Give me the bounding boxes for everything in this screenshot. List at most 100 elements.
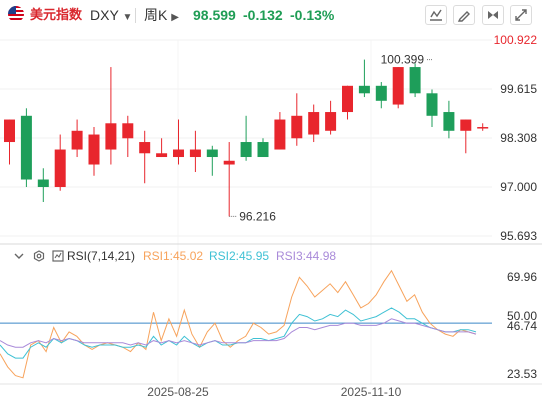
chart-icon [52,248,64,268]
candle-body [375,85,387,101]
y-tick-label: 95.693 [500,229,537,243]
candle [274,112,286,150]
candle-body [443,112,455,131]
candle [342,85,353,120]
candle [206,145,218,176]
candle [71,119,83,158]
candle-body [358,85,370,94]
fullscreen-button[interactable] [510,5,532,25]
candle-body [71,130,83,150]
candle-body [240,142,252,158]
x-tick-label: 2025-08-25 [147,385,209,399]
candle [173,119,184,165]
price-change-percent: -0.13% [290,7,335,23]
instrument-code-selector[interactable]: DXY ▼ [90,0,132,31]
candle [426,89,438,128]
candle-body [291,115,303,139]
candle [88,127,100,176]
candle [54,134,66,191]
indicator-icon [429,9,442,21]
rsi-label[interactable]: RSI(7,14,21) [67,249,136,263]
candle-body [37,179,49,188]
indicator-button[interactable] [424,5,447,25]
x-axis-labels: 2025-08-25 2025-11-10 [147,385,401,399]
candle [477,123,489,131]
candle-body [257,142,269,158]
candle [325,100,337,135]
grid-lines [0,39,492,384]
rsi-y-tick-label: 50.00 [507,309,537,323]
rsi-y-tick-label: 69.96 [507,270,537,284]
pencil-icon [457,11,471,22]
candle [20,108,32,188]
rsi-y-tick-label: 23.53 [507,367,537,381]
candle-body [223,160,235,165]
rsi1-value: RSI1:45.02 [143,249,204,263]
candle [257,138,269,158]
candle [37,168,49,203]
period-selector[interactable]: 周K ▶ [144,0,179,31]
quote-header: 美元指数 DXY ▼ 周K ▶ 98.599 -0.132 -0.13% [0,0,542,31]
candle [105,67,117,165]
collapse-icon[interactable] [13,248,25,268]
candle-body [426,93,438,116]
candle [139,130,151,184]
rsi-lines [0,269,492,379]
annotation-label: 96.216 [239,209,276,223]
candle-body [54,149,66,188]
candle [375,82,387,109]
y-tick-label: 97.000 [500,180,537,194]
compare-icon [487,11,498,19]
candle-body [325,112,337,131]
chart-toolbar [423,5,532,27]
rsi-y-tick-label: 46.74 [507,319,537,333]
candle-body [4,119,15,143]
candle [358,59,370,98]
us-flag-icon [8,6,24,22]
candle [122,115,134,158]
candles [4,59,489,217]
rsi3-value: RSI3:44.98 [276,249,337,263]
y-tick-label: 99.615 [500,82,537,96]
candle-body [189,149,201,158]
candle [223,142,235,217]
candle [156,138,168,158]
candle-body [477,127,489,129]
candle [443,100,455,139]
candle [291,93,303,146]
y-tick-label: 100.922 [494,33,538,47]
annotations: 100.399 96.216 [229,53,432,223]
candle [460,119,472,154]
x-tick-label: 2025-11-10 [341,385,402,399]
price-change: -0.132 [243,7,283,23]
candle [392,67,404,109]
candle-body [460,119,472,131]
candle-body [20,115,32,180]
header-divider [135,8,136,23]
candle [409,63,421,98]
chevron-right-icon: ▶ [171,12,179,23]
candle [308,104,320,143]
candle-body [105,123,117,150]
candle-body [206,149,218,158]
expand-icon [515,9,527,21]
draw-button[interactable] [453,5,476,25]
settings-icon[interactable] [33,248,45,268]
candle-body [88,134,100,165]
candle [4,119,15,165]
candle-body [342,85,353,113]
candle-body [173,149,184,158]
annotation-label: 100.399 [381,53,425,67]
compare-button[interactable] [481,5,504,25]
rsi-series-3 [0,318,477,348]
candle-body [308,112,320,135]
candle-body [409,67,421,94]
y-axis-labels: 100.922 99.615 98.308 97.000 95.693 69.96 50.0… [494,33,538,381]
y-tick-label: 98.308 [500,131,537,145]
last-price: 98.599 [193,7,236,23]
instrument-name[interactable]: 美元指数 [30,7,83,22]
candle-body [274,119,286,150]
candle-body [156,153,168,158]
rsi2-value: RSI2:45.95 [209,249,270,263]
